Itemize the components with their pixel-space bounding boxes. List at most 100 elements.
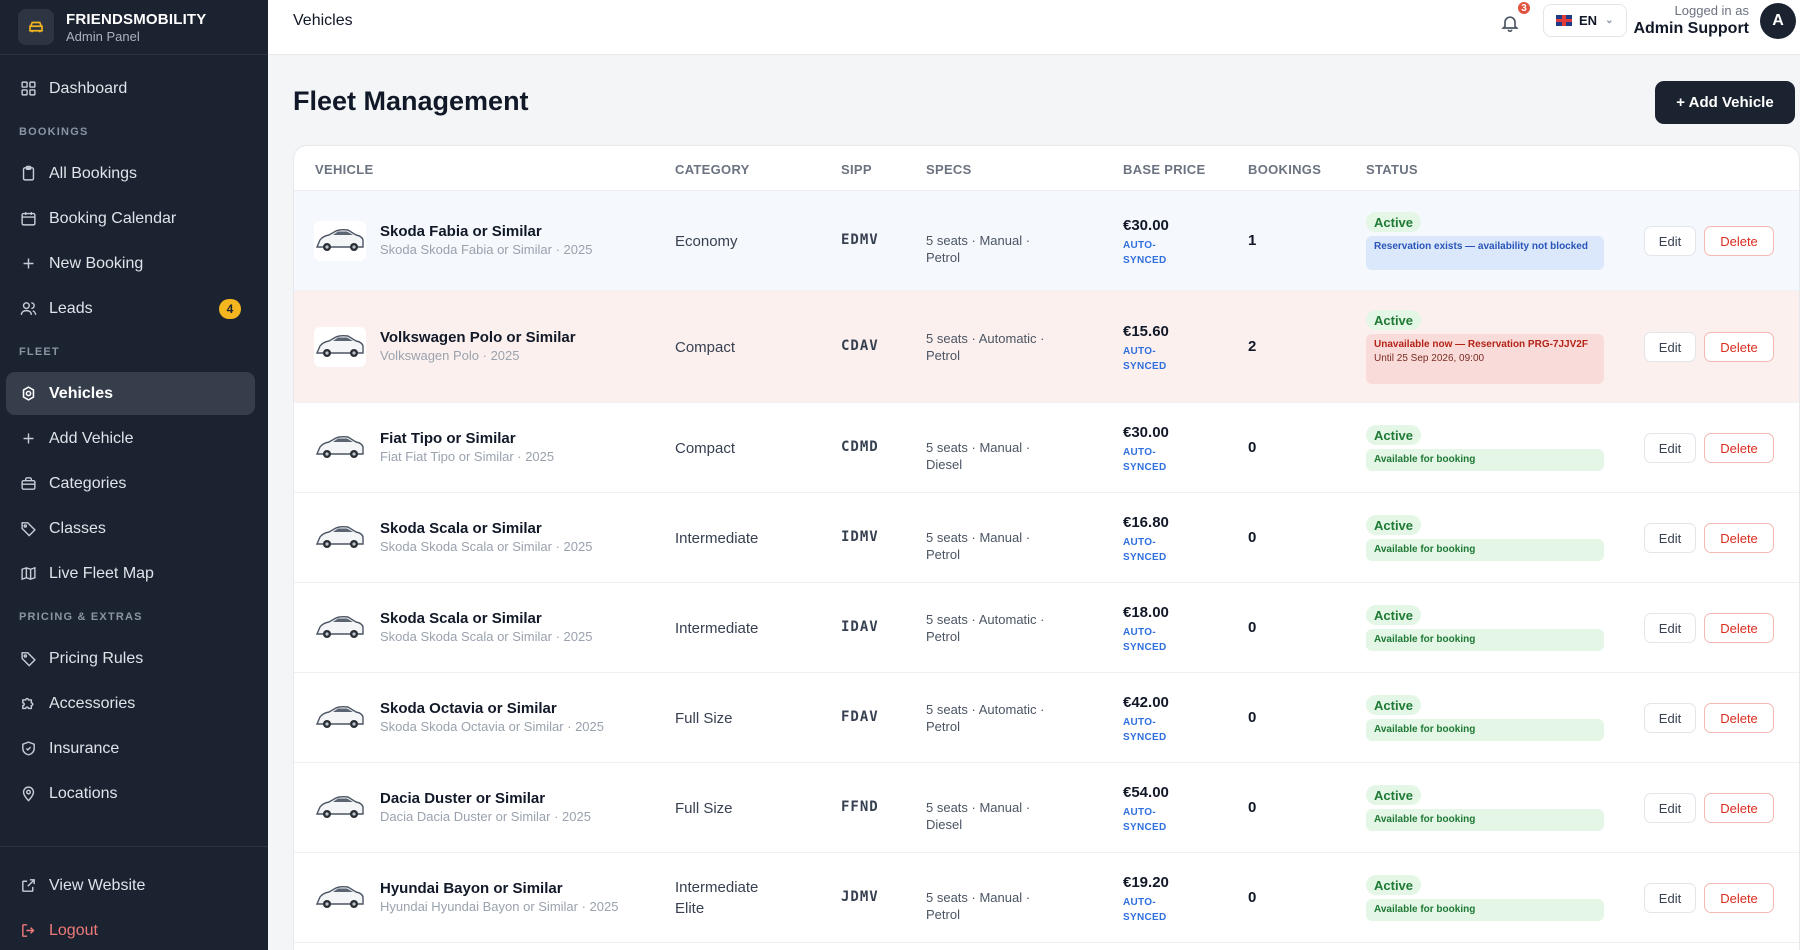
delete-button[interactable]: Delete [1704,332,1774,362]
brand-title: FRIENDSMOBILITY [66,10,207,28]
sidebar-item-all-bookings[interactable]: All Bookings [6,152,255,195]
vehicle-subtitle: Skoda Skoda Scala or Similar · 2025 [380,539,593,554]
availability-note: Available for booking [1366,539,1604,561]
vehicle-thumbnail [314,327,366,367]
status-badge: Active [1366,212,1422,232]
vehicle-name[interactable]: Dacia Duster or Similar [380,790,546,807]
sidebar-item-add-vehicle[interactable]: Add Vehicle [6,417,255,460]
auto-synced-label: AUTO-SYNCED [1123,807,1167,833]
delete-button[interactable]: Delete [1704,703,1774,733]
table-row[interactable]: Skoda Scala or Similar Skoda Skoda Scala … [294,493,1799,583]
sidebar-item-logout[interactable]: Logout [6,909,255,950]
edit-button[interactable]: Edit [1644,703,1696,733]
vehicle-name[interactable]: Volkswagen Polo or Similar [380,329,576,346]
sidebar-item-new-booking[interactable]: New Booking [6,242,255,285]
sidebar-item-insurance[interactable]: Insurance [6,727,255,770]
pin-icon [19,785,37,803]
edit-button[interactable]: Edit [1644,332,1696,362]
table-row[interactable]: Dacia Duster or Similar Dacia Dacia Duste… [294,763,1799,853]
language-selector[interactable]: EN ⌄ [1543,4,1627,37]
vehicle-base-price: €18.00 [1123,604,1169,621]
table-row[interactable]: Skoda Octavia or Similar Skoda Skoda Octa… [294,673,1799,763]
table-row[interactable]: Skoda Scala or Similar Skoda Skoda Scala … [294,583,1799,673]
vehicle-thumbnail [314,518,366,558]
sidebar-item-label: Live Fleet Map [49,564,154,582]
table-row[interactable]: Fiat Tipo or Similar Fiat Fiat Tipo or Si… [294,403,1799,493]
availability-text: Unavailable now — Reservation PRG-7JJV2F [1374,339,1588,350]
sidebar-item-accessories[interactable]: Accessories [6,682,255,725]
sidebar-item-leads[interactable]: Leads 4 [6,287,255,330]
sidebar-item-categories[interactable]: Categories [6,462,255,505]
leads-count-badge: 4 [219,299,241,319]
logout-icon [19,922,37,940]
vehicle-name[interactable]: Fiat Tipo or Similar [380,430,516,447]
sidebar-item-view-website[interactable]: View Website [6,864,255,907]
section-bookings: BOOKINGS [19,126,89,138]
sidebar-item-label: Booking Calendar [49,209,177,227]
sidebar: FRIENDSMOBILITY Admin Panel Dashboard BO… [0,0,268,950]
column-bookings[interactable]: BOOKINGS [1248,162,1322,177]
auto-synced-label: AUTO-SYNCED [1123,240,1167,266]
section-pricing: PRICING & EXTRAS [19,611,143,623]
table-row[interactable]: Skoda Fabia or Similar Skoda Skoda Fabia … [294,191,1799,291]
sidebar-item-booking-calendar[interactable]: Booking Calendar [6,197,255,240]
vehicle-bookings-count: 0 [1248,529,1257,546]
sidebar-nav: Dashboard BOOKINGS All Bookings Booking … [0,55,268,815]
sidebar-item-label: Vehicles [49,384,114,402]
vehicle-thumbnail [314,428,366,468]
edit-button[interactable]: Edit [1644,883,1696,913]
vehicle-specs: 5 seats · Manual · Petrol [926,233,1031,265]
vehicle-name[interactable]: Hyundai Bayon or Similar [380,880,563,897]
car-logo-icon [18,9,54,45]
sidebar-item-live-fleet-map[interactable]: Live Fleet Map [6,552,255,595]
vehicle-specs: 5 seats · Manual · Diesel [926,800,1031,832]
column-category[interactable]: CATEGORY [675,162,750,177]
edit-button[interactable]: Edit [1644,433,1696,463]
table-row[interactable]: Volkswagen Polo or Similar Volkswagen Pol… [294,291,1799,403]
vehicle-thumbnail [314,221,366,261]
vehicle-name[interactable]: Skoda Scala or Similar [380,610,542,627]
sidebar-item-label: Dashboard [49,79,128,97]
column-vehicle[interactable]: VEHICLE [315,162,374,177]
column-sipp[interactable]: SIPP [841,162,872,177]
delete-button[interactable]: Delete [1704,433,1774,463]
status-badge: Active [1366,785,1422,805]
edit-button[interactable]: Edit [1644,226,1696,256]
availability-note: Available for booking [1366,629,1604,651]
avatar[interactable]: A [1760,3,1796,39]
delete-button[interactable]: Delete [1704,226,1774,256]
column-status[interactable]: STATUS [1366,162,1418,177]
vehicle-name[interactable]: Skoda Octavia or Similar [380,700,557,717]
vehicle-base-price: €16.80 [1123,514,1169,531]
add-vehicle-button[interactable]: + Add Vehicle [1655,81,1795,124]
bell-icon[interactable] [1500,10,1524,34]
sidebar-item-classes[interactable]: Classes [6,507,255,550]
delete-button[interactable]: Delete [1704,883,1774,913]
table-row[interactable]: Hyundai Bayon or Similar Hyundai Hyundai … [294,853,1799,943]
sidebar-item-vehicles[interactable]: Vehicles [6,372,255,415]
vehicle-category: Compact [675,339,736,356]
availability-text: Available for booking [1374,634,1476,645]
vehicle-thumbnail [314,608,366,648]
edit-button[interactable]: Edit [1644,793,1696,823]
availability-text: Available for booking [1374,904,1476,915]
topbar: Vehicles 3 EN ⌄ Logged in as Admin Suppo… [268,0,1800,55]
availability-text: Available for booking [1374,544,1476,555]
sidebar-item-dashboard[interactable]: Dashboard [6,67,255,110]
edit-button[interactable]: Edit [1644,523,1696,553]
delete-button[interactable]: Delete [1704,523,1774,553]
vehicle-name[interactable]: Skoda Fabia or Similar [380,223,542,240]
column-base-price[interactable]: BASE PRICE [1123,162,1206,177]
vehicle-specs: 5 seats · Automatic · Petrol [926,331,1045,363]
vehicle-name[interactable]: Skoda Scala or Similar [380,520,542,537]
delete-button[interactable]: Delete [1704,613,1774,643]
sidebar-item-locations[interactable]: Locations [6,772,255,815]
sidebar-item-pricing-rules[interactable]: Pricing Rules [6,637,255,680]
edit-button[interactable]: Edit [1644,613,1696,643]
column-specs[interactable]: SPECS [926,162,972,177]
vehicle-bookings-count: 0 [1248,889,1257,906]
delete-button[interactable]: Delete [1704,793,1774,823]
sidebar-item-label: Logout [49,921,98,939]
availability-note: Reservation exists — availability not bl… [1366,236,1604,270]
brand[interactable]: FRIENDSMOBILITY Admin Panel [0,0,268,55]
